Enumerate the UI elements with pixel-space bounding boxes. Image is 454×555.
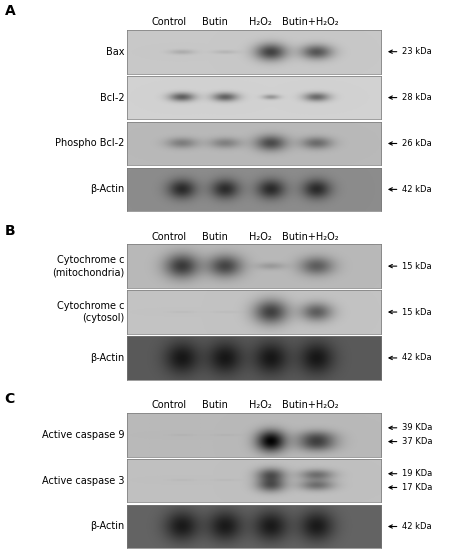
Text: H₂O₂: H₂O₂ — [249, 231, 272, 241]
Text: Control: Control — [152, 400, 187, 410]
Text: 15 kDa: 15 kDa — [402, 261, 431, 271]
Text: Bcl-2: Bcl-2 — [100, 93, 124, 103]
Text: 42 kDa: 42 kDa — [402, 522, 431, 531]
Text: 19 KDa: 19 KDa — [402, 469, 432, 478]
Text: β-Actin: β-Actin — [90, 353, 124, 363]
Text: 42 kDa: 42 kDa — [402, 185, 431, 194]
Text: Bax: Bax — [106, 47, 124, 57]
Text: Cytochrome c
(cytosol): Cytochrome c (cytosol) — [57, 301, 124, 323]
Text: Butin: Butin — [202, 400, 228, 410]
Text: Butin+H₂O₂: Butin+H₂O₂ — [282, 231, 339, 241]
Text: Control: Control — [152, 17, 187, 27]
Text: Phospho Bcl-2: Phospho Bcl-2 — [55, 139, 124, 149]
Text: 23 kDa: 23 kDa — [402, 47, 431, 56]
Text: 37 KDa: 37 KDa — [402, 437, 432, 446]
Text: 15 kDa: 15 kDa — [402, 307, 431, 316]
Text: 42 kDa: 42 kDa — [402, 354, 431, 362]
Text: Butin+H₂O₂: Butin+H₂O₂ — [282, 17, 339, 27]
Text: H₂O₂: H₂O₂ — [249, 400, 272, 410]
Text: 39 KDa: 39 KDa — [402, 423, 432, 432]
Text: Active caspase 9: Active caspase 9 — [42, 430, 124, 440]
Text: 28 kDa: 28 kDa — [402, 93, 431, 102]
Text: B: B — [5, 224, 15, 238]
Text: 17 KDa: 17 KDa — [402, 483, 432, 492]
Text: β-Actin: β-Actin — [90, 522, 124, 532]
Text: Butin: Butin — [202, 231, 228, 241]
Text: A: A — [5, 4, 15, 18]
Text: 26 kDa: 26 kDa — [402, 139, 431, 148]
Text: Butin: Butin — [202, 17, 228, 27]
Text: Butin+H₂O₂: Butin+H₂O₂ — [282, 400, 339, 410]
Text: Cytochrome c
(mitochondria): Cytochrome c (mitochondria) — [52, 255, 124, 278]
Text: β-Actin: β-Actin — [90, 184, 124, 194]
Text: C: C — [5, 392, 15, 406]
Text: H₂O₂: H₂O₂ — [249, 17, 272, 27]
Text: Active caspase 3: Active caspase 3 — [42, 476, 124, 486]
Text: Control: Control — [152, 231, 187, 241]
